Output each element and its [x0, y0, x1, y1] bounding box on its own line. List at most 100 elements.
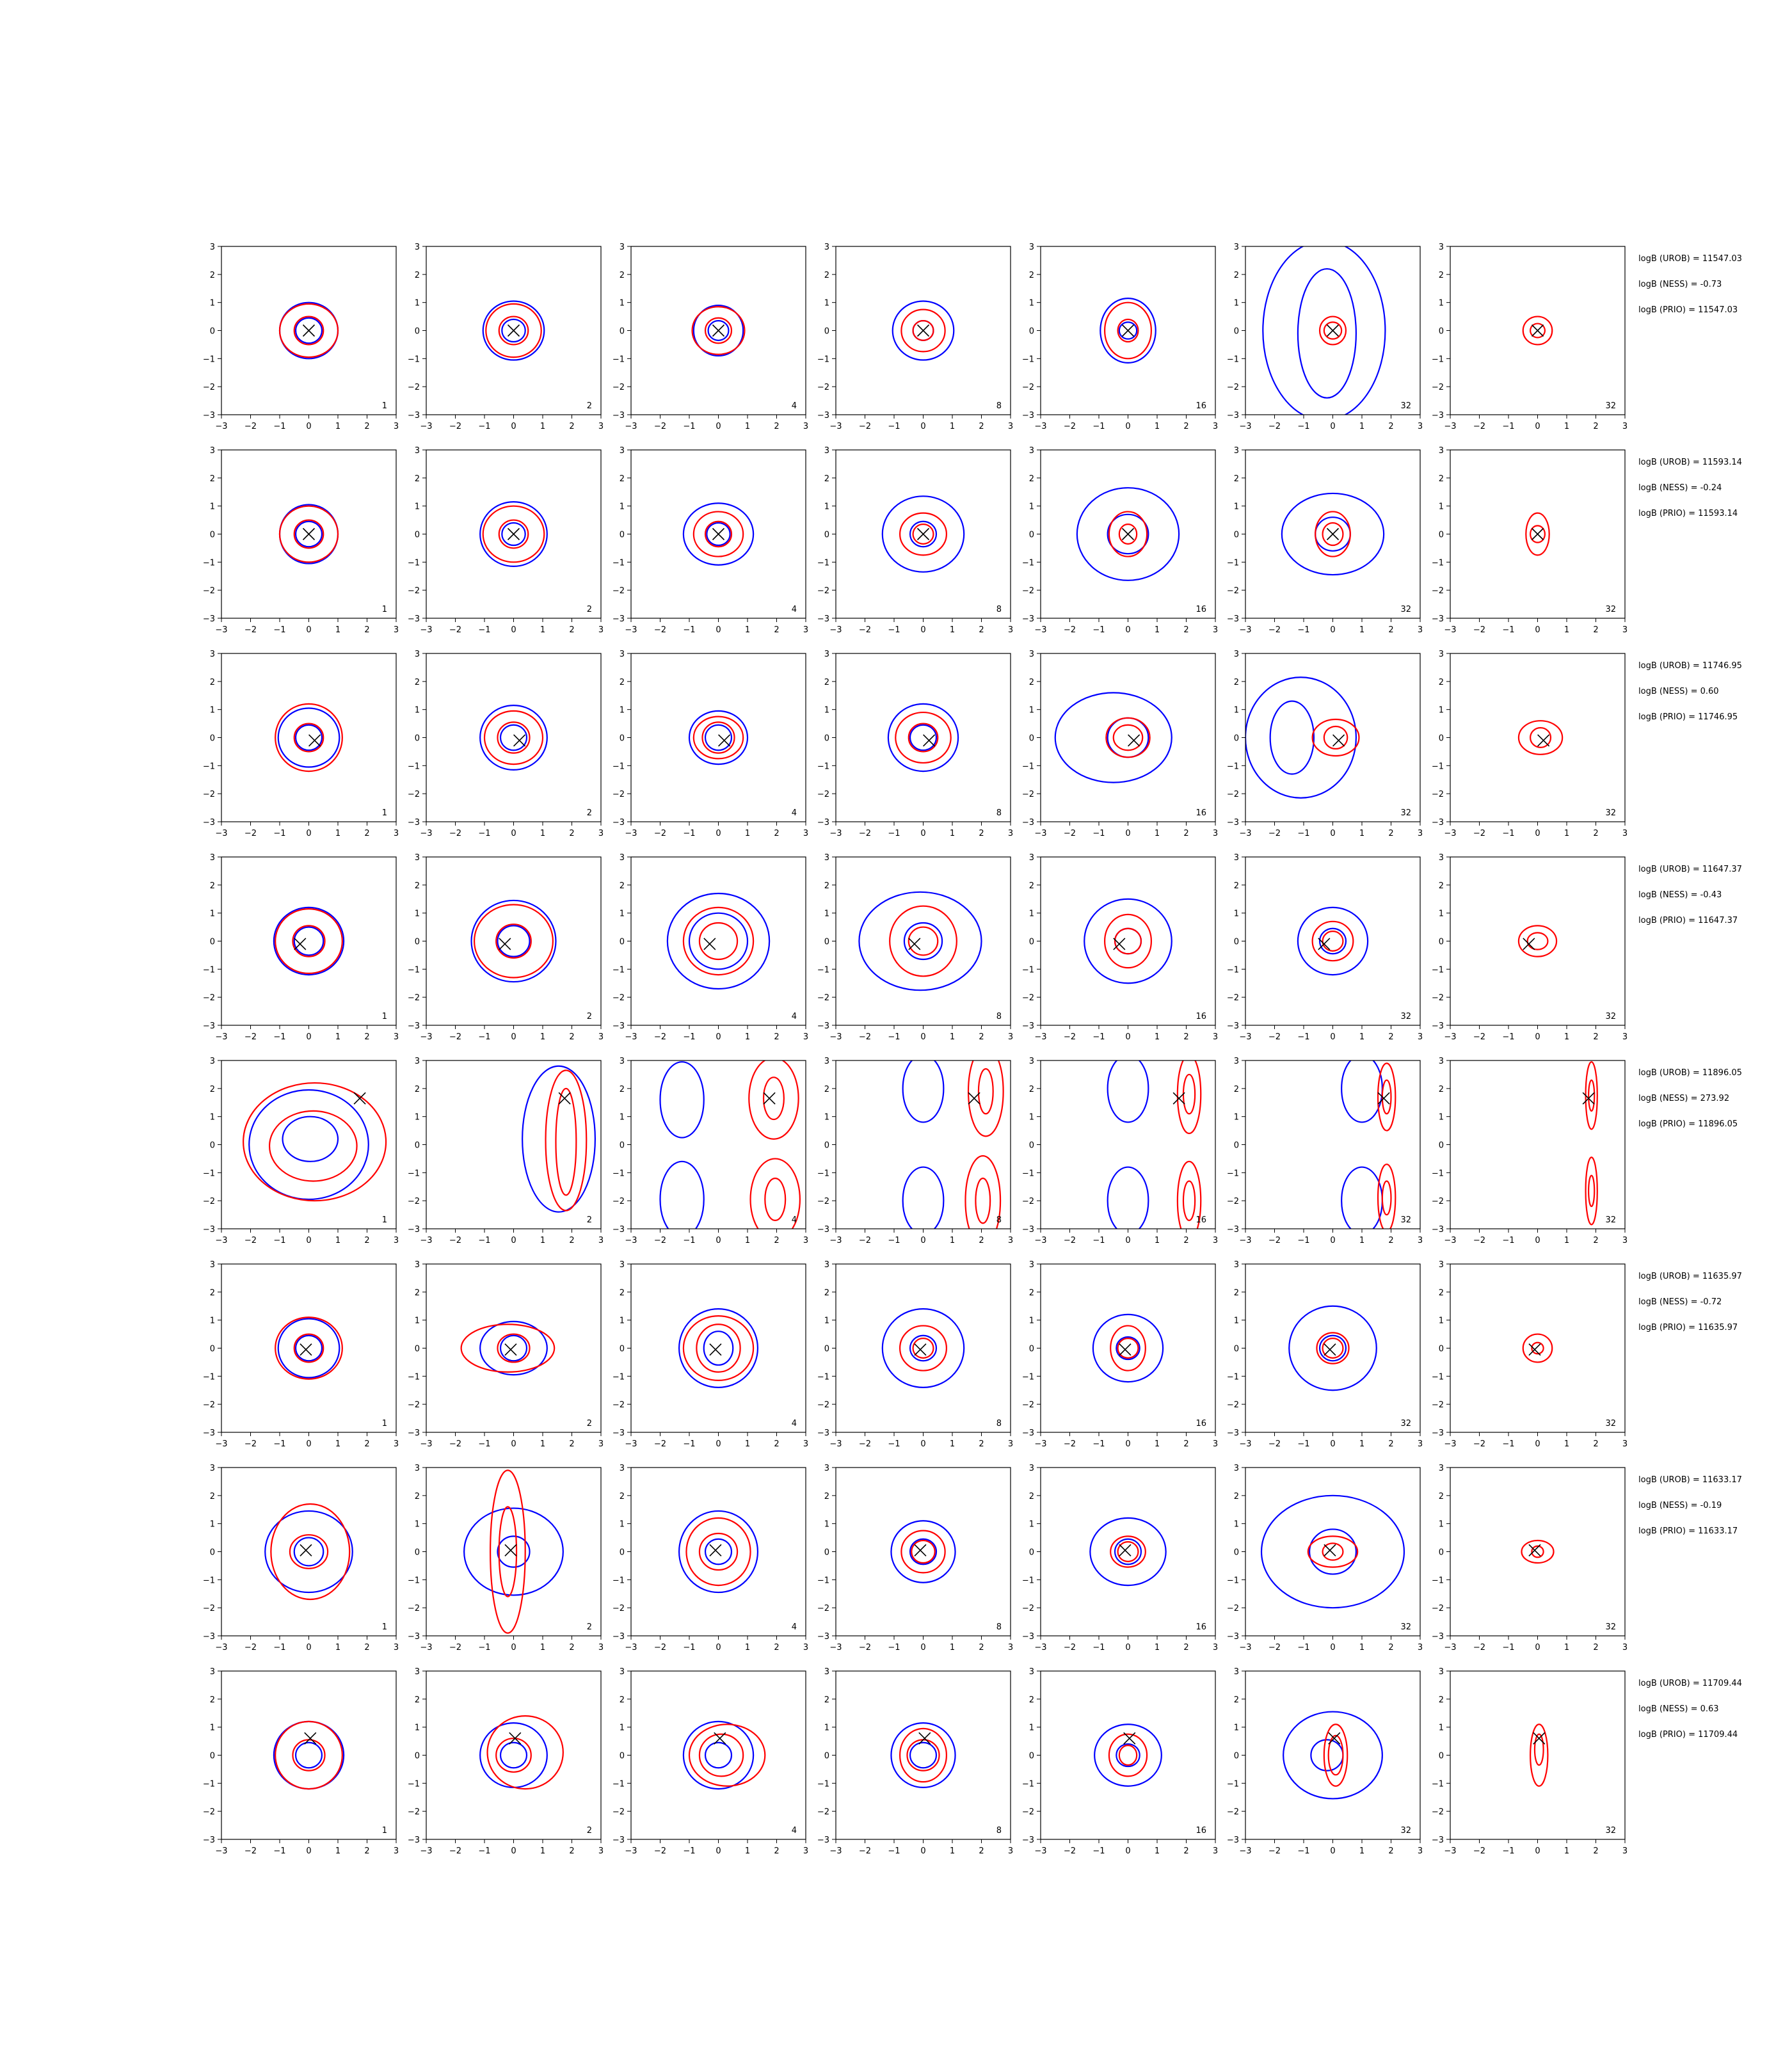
red-contour-2	[682, 906, 755, 976]
x-tick-label: 2	[979, 1846, 984, 1856]
logb-annotation: logB (PRIO) = 11635.97	[1638, 1323, 1738, 1332]
blue-contour-2	[892, 300, 955, 361]
x-tick-label: −1	[273, 1439, 285, 1449]
y-tick-label: 2	[415, 474, 420, 484]
x-tick-label: 2	[569, 422, 574, 431]
axes-frame	[426, 856, 602, 1026]
red-contour-3	[1381, 1180, 1392, 1216]
y-tick-label: 2	[620, 1085, 625, 1094]
y-tick-label: −3	[1022, 1225, 1034, 1235]
y-tick-label: −2	[1227, 790, 1239, 799]
red-contour-1	[1531, 1545, 1544, 1558]
blue-contour-2	[1288, 1305, 1377, 1391]
axes-frame	[1040, 1060, 1216, 1229]
y-tick-label: 3	[210, 1667, 215, 1677]
truth-marker	[1528, 1343, 1541, 1356]
blue-contour-2	[1100, 297, 1156, 364]
y-tick-label: 0	[1234, 734, 1239, 744]
panel-r1-c4: −3−3 −2 −2 −1 −1 0 0 1 1 2 2 3 3 8	[817, 243, 1013, 431]
y-tick-label: 0	[1029, 531, 1034, 540]
y-tick-label: 0	[1439, 1141, 1444, 1151]
x-tick-label: 0	[1330, 625, 1335, 635]
y-tick-label: 1	[620, 502, 625, 512]
panel-label: 32	[1400, 808, 1411, 818]
y-tick-label: −2	[408, 790, 420, 799]
plot-area	[479, 500, 548, 568]
x-tick-label: −3	[1034, 1032, 1046, 1042]
x-tick-label: −2	[449, 1846, 461, 1856]
y-tick-label: 0	[415, 1141, 420, 1151]
panel-label: 1	[382, 1826, 387, 1836]
y-tick-label: −2	[1022, 1604, 1034, 1613]
x-tick-label: −3	[1444, 1032, 1456, 1042]
y-tick-label: 3	[1029, 446, 1034, 456]
y-tick-label: −1	[1227, 1779, 1239, 1789]
x-tick-label: −1	[888, 829, 900, 838]
y-tick-label: 1	[824, 502, 829, 512]
plot-area	[1288, 1305, 1377, 1391]
y-tick-label: 3	[824, 853, 829, 863]
blue-contour-1	[497, 925, 531, 957]
x-tick-label: −2	[654, 1236, 666, 1245]
y-tick-label: −1	[1227, 558, 1239, 568]
y-tick-label: −2	[817, 1604, 829, 1613]
y-tick-label: 1	[1234, 1113, 1239, 1123]
x-tick-label: 1	[1359, 1846, 1364, 1856]
x-tick-label: 0	[511, 1846, 516, 1856]
panel-label: 1	[382, 1215, 387, 1225]
plot-area	[522, 1065, 596, 1213]
y-tick-label: −2	[1432, 383, 1444, 392]
panel-r7-c7: −3−3 −2 −2 −1 −1 0 0 1 1 2 2 3 3 32	[1432, 1464, 1628, 1652]
blue-contour-2	[479, 704, 548, 771]
x-tick-label: 1	[1155, 829, 1160, 838]
logb-annotation: logB (PRIO) = 11709.44	[1638, 1730, 1738, 1740]
x-tick-label: 1	[540, 422, 545, 431]
x-tick-label: −1	[273, 1846, 285, 1856]
y-tick-label: 2	[415, 881, 420, 891]
y-tick-label: 1	[1439, 1724, 1444, 1733]
x-tick-label: 3	[598, 829, 604, 838]
y-tick-label: −1	[612, 1169, 625, 1178]
y-tick-label: 3	[1439, 1464, 1444, 1473]
y-tick-label: −1	[612, 1576, 625, 1585]
panel-r4-c2: −3−3 −2 −2 −1 −1 0 0 1 1 2 2 3 3 2	[408, 853, 604, 1042]
y-tick-label: 0	[824, 734, 829, 744]
y-tick-label: −3	[1432, 1428, 1444, 1438]
y-tick-label: −3	[817, 818, 829, 828]
y-tick-label: 3	[620, 1667, 625, 1677]
x-tick-label: 2	[1183, 625, 1188, 635]
plot-area	[1262, 246, 1386, 415]
blue-contour-1	[704, 1538, 733, 1565]
x-tick-label: −1	[273, 829, 285, 838]
logb-annotation: logB (PRIO) = 11633.17	[1638, 1526, 1738, 1536]
y-tick-label: 2	[824, 881, 829, 891]
x-tick-label: 3	[598, 1236, 604, 1245]
axes-frame	[835, 856, 1011, 1026]
y-tick-label: 2	[210, 1085, 215, 1094]
y-tick-label: 2	[1439, 271, 1444, 280]
y-tick-label: −3	[1432, 1836, 1444, 1845]
plot-area	[460, 1320, 556, 1376]
y-tick-label: −2	[203, 1604, 215, 1613]
y-tick-label: 3	[824, 1667, 829, 1677]
x-tick-label: 3	[598, 1439, 604, 1449]
panel-r3-c1: −3−3 −2 −2 −1 −1 0 0 1 1 2 2 3 3 1	[203, 650, 399, 838]
y-tick-label: 2	[620, 271, 625, 280]
y-tick-label: −3	[612, 1225, 625, 1235]
red-contour-2	[275, 908, 343, 975]
x-tick-label: 1	[950, 1643, 955, 1652]
red-contour-2	[270, 1503, 351, 1601]
panel-label: 16	[1196, 1012, 1206, 1021]
panel-r7-c2: −3−3 −2 −2 −1 −1 0 0 1 1 2 2 3 3 2	[408, 1464, 604, 1652]
red-contour-2	[899, 512, 947, 556]
y-tick-label: −1	[1227, 762, 1239, 771]
red-contour-1	[498, 316, 529, 346]
x-tick-label: 3	[1622, 1643, 1628, 1652]
logb-annotation: logB (UROB) = 11746.95	[1638, 661, 1742, 671]
x-tick-label: 2	[1388, 625, 1393, 635]
x-tick-label: 0	[716, 1236, 721, 1245]
x-tick-label: −3	[1239, 1846, 1251, 1856]
plot-area	[659, 1060, 801, 1229]
panel-r2-c3: −3−3 −2 −2 −1 −1 0 0 1 1 2 2 3 3 4	[612, 446, 808, 635]
